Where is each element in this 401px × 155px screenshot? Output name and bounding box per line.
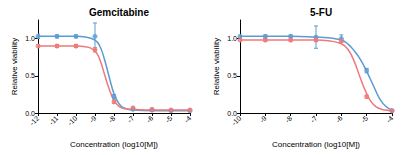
svg-text:-6: -6 [145, 114, 154, 123]
svg-text:-5: -5 [164, 114, 173, 123]
svg-text:-7: -7 [309, 114, 318, 123]
svg-text:Concentration (log10[M]): Concentration (log10[M]) [272, 140, 360, 149]
svg-text:Concentration (log10[M]): Concentration (log10[M]) [70, 140, 158, 149]
svg-text:-4: -4 [183, 114, 192, 123]
svg-text:-10: -10 [66, 114, 78, 126]
svg-text:-8: -8 [284, 114, 293, 123]
svg-text:Relative viability: Relative viability [10, 38, 19, 95]
svg-text:1.0: 1.0 [227, 35, 237, 42]
svg-text:-10: -10 [230, 114, 242, 126]
svg-text:0.0: 0.0 [25, 109, 35, 117]
svg-text:-7: -7 [126, 114, 135, 123]
svg-text:-5: -5 [360, 114, 369, 123]
svg-text:-12: -12 [28, 114, 40, 126]
svg-text:-4: -4 [385, 114, 394, 123]
svg-text:0.0: 0.0 [227, 109, 237, 117]
svg-text:-9: -9 [258, 114, 267, 123]
svg-text:-6: -6 [334, 114, 343, 123]
svg-text:-11: -11 [48, 114, 60, 126]
svg-text:-8: -8 [107, 114, 116, 123]
svg-text:0.5: 0.5 [25, 72, 35, 79]
svg-text:0.5: 0.5 [227, 72, 237, 79]
svg-text:5-FU: 5-FU [310, 7, 332, 18]
svg-text:Relative viability: Relative viability [212, 38, 221, 95]
svg-text:1.0: 1.0 [25, 35, 35, 42]
svg-text:-9: -9 [88, 114, 97, 123]
svg-text:Gemcitabine: Gemcitabine [89, 7, 149, 18]
